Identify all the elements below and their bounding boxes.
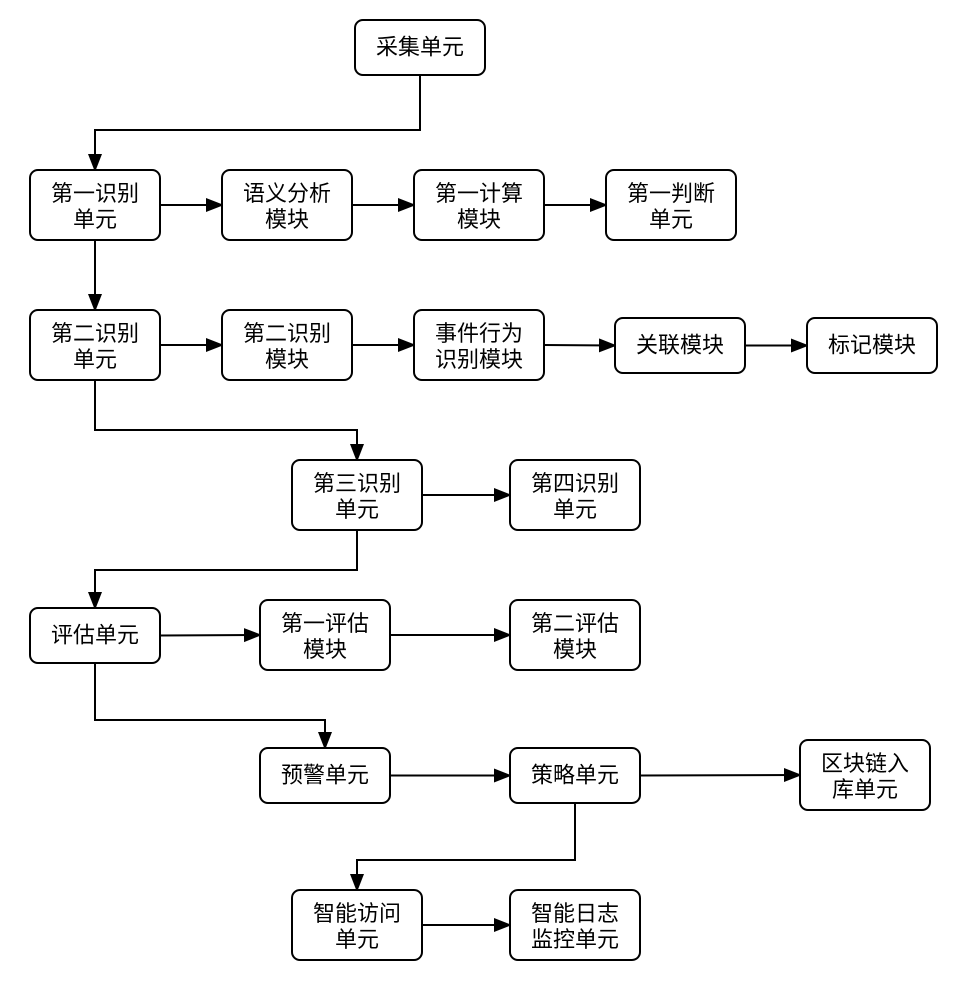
node-n9: 关联模块 [615, 318, 745, 373]
node-n1: 采集单元 [355, 20, 485, 75]
node-label-line1: 语义分析 [243, 181, 331, 206]
node-label-line1: 第二评估 [531, 611, 619, 636]
node-n19: 智能访问单元 [292, 890, 422, 960]
node-n20: 智能日志监控单元 [510, 890, 640, 960]
node-label: 关联模块 [636, 333, 724, 358]
node-label-line2: 模块 [553, 637, 597, 662]
node-label-line1: 智能访问 [313, 901, 401, 926]
node-label-line1: 第二识别 [51, 321, 139, 346]
node-label: 采集单元 [376, 35, 464, 60]
node-n6: 第二识别单元 [30, 310, 160, 380]
node-n13: 评估单元 [30, 608, 160, 663]
node-label-line1: 第四识别 [531, 471, 619, 496]
edge-n1-n2 [95, 75, 420, 170]
node-n14: 第一评估模块 [260, 600, 390, 670]
node-n3: 语义分析模块 [222, 170, 352, 240]
node-label: 评估单元 [51, 623, 139, 648]
node-n10: 标记模块 [807, 318, 937, 373]
node-label-line2: 识别模块 [435, 347, 523, 372]
node-label-line2: 模块 [265, 207, 309, 232]
node-label-line2: 模块 [265, 347, 309, 372]
node-label-line2: 单元 [335, 927, 379, 952]
node-label-line1: 第一计算 [435, 181, 523, 206]
node-label-line2: 模块 [303, 637, 347, 662]
node-n18: 区块链入库单元 [800, 740, 930, 810]
node-label-line1: 第二识别 [243, 321, 331, 346]
node-label-line2: 监控单元 [531, 927, 619, 952]
node-label: 策略单元 [531, 763, 619, 788]
node-n16: 预警单元 [260, 748, 390, 803]
node-label-line1: 第一判断 [627, 181, 715, 206]
node-label-line1: 事件行为 [435, 321, 523, 346]
node-label: 预警单元 [281, 763, 369, 788]
node-n4: 第一计算模块 [414, 170, 544, 240]
node-n11: 第三识别单元 [292, 460, 422, 530]
node-n12: 第四识别单元 [510, 460, 640, 530]
edge-n17-n19 [357, 803, 575, 890]
node-label-line1: 第三识别 [313, 471, 401, 496]
node-label-line1: 第一识别 [51, 181, 139, 206]
edge-n11-n13 [95, 530, 357, 608]
node-label-line2: 单元 [73, 207, 117, 232]
node-label-line1: 区块链入 [821, 751, 909, 776]
node-n7: 第二识别模块 [222, 310, 352, 380]
node-label-line2: 单元 [553, 497, 597, 522]
node-n15: 第二评估模块 [510, 600, 640, 670]
node-n5: 第一判断单元 [606, 170, 736, 240]
node-label: 标记模块 [828, 333, 916, 358]
edge-n6-n11 [95, 380, 357, 460]
node-n17: 策略单元 [510, 748, 640, 803]
node-label-line2: 单元 [335, 497, 379, 522]
flowchart-canvas: 采集单元第一识别单元语义分析模块第一计算模块第一判断单元第二识别单元第二识别模块… [0, 0, 972, 1000]
node-n8: 事件行为识别模块 [414, 310, 544, 380]
edge-n13-n16 [95, 663, 325, 748]
node-label-line1: 智能日志 [531, 901, 619, 926]
edge-n13-n14 [160, 635, 260, 636]
node-label-line1: 第一评估 [281, 611, 369, 636]
node-label-line2: 单元 [649, 207, 693, 232]
node-label-line2: 库单元 [832, 777, 898, 802]
node-label-line2: 单元 [73, 347, 117, 372]
node-label-line2: 模块 [457, 207, 501, 232]
edge-n8-n9 [544, 345, 615, 346]
edge-n17-n18 [640, 775, 800, 776]
node-n2: 第一识别单元 [30, 170, 160, 240]
